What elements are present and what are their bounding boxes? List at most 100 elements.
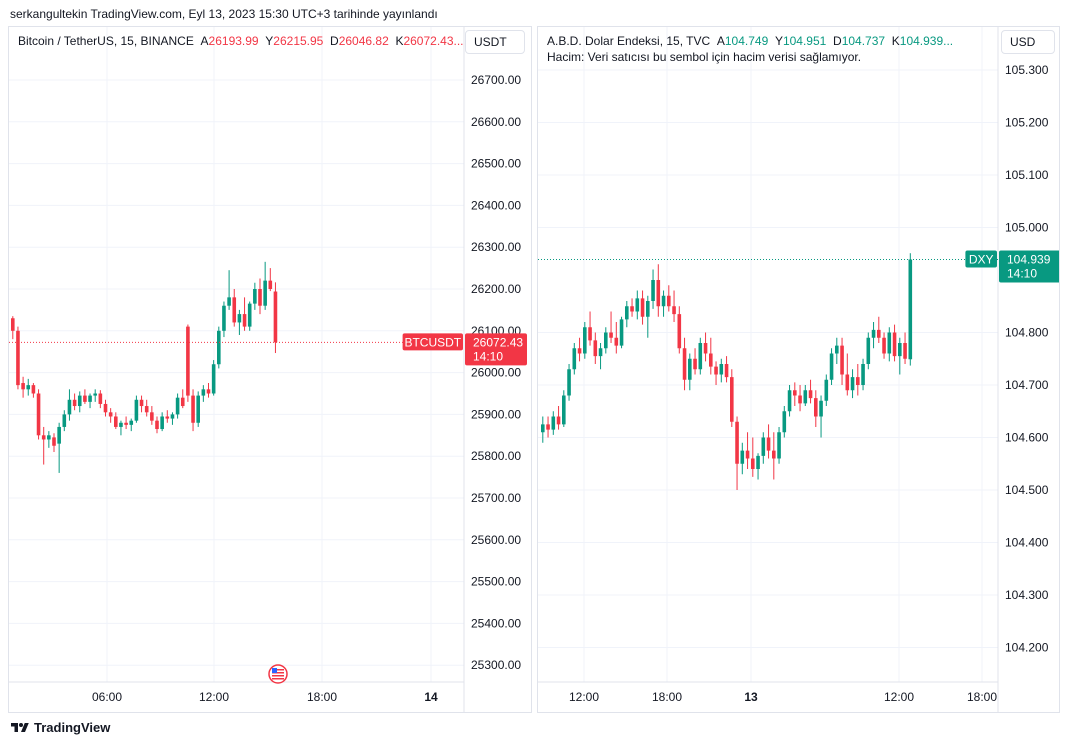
publish-header: serkangultekin TradingView.com, Eyl 13, … [10, 7, 438, 21]
btc-candle-body [150, 412, 154, 421]
dxy-candle [856, 364, 860, 396]
btc-candle [98, 390, 103, 409]
btc-candle [119, 420, 123, 436]
btc-candle [62, 410, 67, 432]
dxy-x-tick-label: 18:00 [652, 690, 682, 704]
btc-candle [258, 278, 262, 315]
btc-candle [144, 399, 149, 417]
dxy-y-tick-label: 105.200 [1005, 116, 1049, 130]
dxy-y-tick-label: 104.400 [1005, 536, 1049, 550]
btc-candle-body [217, 330, 221, 365]
us-event-flag-stripe [272, 672, 284, 674]
dxy-candle-body [856, 377, 860, 385]
dxy-candle [703, 332, 708, 362]
dxy-candle [824, 374, 829, 406]
btc-symbol: Bitcoin / TetherUS, 15, BINANCE [18, 34, 194, 48]
dxy-x-tick-label: 12:00 [884, 690, 914, 704]
dxy-candle [798, 385, 802, 412]
dxy-symbol: A.B.D. Dolar Endeksi, 15, TVC [547, 34, 711, 48]
btc-candle-body [26, 385, 31, 390]
btc-candle-body [114, 416, 118, 427]
dxy-candle-body [824, 379, 829, 401]
dxy-candle-body [677, 314, 682, 349]
btc-candle-body [36, 393, 41, 436]
dxy-candle-body [630, 306, 634, 312]
dxy-candle [892, 324, 897, 362]
btc-high-label: Y [265, 34, 274, 48]
dxy-candle [740, 442, 745, 475]
btc-candle [263, 261, 267, 310]
dxy-candle-body [646, 301, 650, 317]
dxy-candle [614, 322, 619, 354]
dxy-candle [672, 290, 676, 322]
btc-chart-canvas[interactable]: 26700.00 26600.00 26500.00 26400.00 26300.00… [9, 27, 531, 712]
dxy-candle-body [567, 369, 571, 396]
dxy-candle [908, 253, 913, 366]
dxy-candle [887, 327, 892, 362]
btc-symbol-tag [402, 333, 463, 351]
btc-candle-body [57, 426, 61, 444]
dxy-candle-body [698, 343, 703, 370]
dxy-candle [882, 332, 886, 359]
dxy-candle-body [745, 450, 750, 459]
dxy-candle [661, 290, 666, 317]
dxy-candle [777, 427, 781, 464]
dxy-candle-body [866, 337, 871, 364]
dxy-candle [588, 311, 592, 346]
dxy-candle-body [625, 306, 629, 320]
tradingview-logo-icon [11, 722, 29, 732]
dxy-candle-body [572, 348, 577, 370]
dxy-currency-button[interactable]: USD [1001, 30, 1055, 54]
dxy-candle [541, 416, 545, 443]
btc-candle-body [134, 399, 139, 421]
dxy-y-tick-label: 104.800 [1005, 326, 1049, 340]
btc-candle [253, 282, 257, 310]
dxy-last-price-value: 104.939 [1007, 253, 1051, 267]
dxy-candle-body [714, 366, 718, 375]
dxy-candle [751, 437, 755, 477]
btc-candle [16, 326, 20, 390]
dxy-candle-body [887, 332, 892, 354]
btc-candle-body [108, 412, 113, 417]
btc-candle [31, 383, 36, 398]
btc-candle [139, 395, 144, 413]
btc-candle [134, 395, 139, 423]
dxy-candle [646, 295, 650, 338]
btc-currency-button[interactable]: USDT [465, 30, 525, 54]
dxy-candle-body [682, 348, 687, 380]
btc-candle-body [139, 399, 144, 407]
dxy-candle-body [672, 306, 676, 315]
btc-x-tick-label: 14 [424, 690, 438, 704]
dxy-candle [845, 353, 850, 396]
btc-candle-body [88, 395, 92, 402]
btc-candle-body [72, 399, 77, 407]
btc-chart-panel[interactable]: 26700.00 26600.00 26500.00 26400.00 26300.00… [8, 26, 532, 713]
dxy-candle [546, 416, 550, 438]
btc-candle-body [263, 280, 267, 306]
btc-candle-body [242, 314, 247, 327]
btc-candle-body [144, 406, 149, 413]
btc-candle [227, 270, 231, 310]
dxy-chart-canvas[interactable]: 105.300 105.200 105.100 105.000 104.800 104.7… [538, 27, 1059, 712]
dxy-candle-body [898, 343, 902, 357]
us-event-flag-canton [272, 668, 277, 673]
dxy-candle [782, 406, 787, 438]
tradingview-footer[interactable]: TradingView [10, 720, 110, 735]
dxy-low-value: 104.737 [841, 34, 886, 48]
btc-candle-body [155, 420, 159, 430]
dxy-candle [835, 337, 839, 364]
dxy-chart-panel[interactable]: 105.300 105.200 105.100 105.000 104.800 104.7… [537, 26, 1060, 713]
dxy-candle-body [861, 364, 865, 385]
dxy-candle-body [835, 345, 839, 354]
dxy-candle [793, 382, 797, 406]
us-event-flag-icon[interactable] [268, 664, 288, 684]
btc-x-tick-label: 06:00 [92, 690, 122, 704]
dxy-candle [871, 322, 876, 349]
btc-candle-body [180, 397, 185, 407]
btc-candle [41, 426, 46, 465]
dxy-candle-body [562, 395, 566, 425]
dxy-candle-body [546, 424, 550, 430]
dxy-y-tick-label: 105.300 [1005, 63, 1049, 77]
dxy-candle [772, 432, 776, 480]
btc-candle-body [253, 289, 257, 304]
